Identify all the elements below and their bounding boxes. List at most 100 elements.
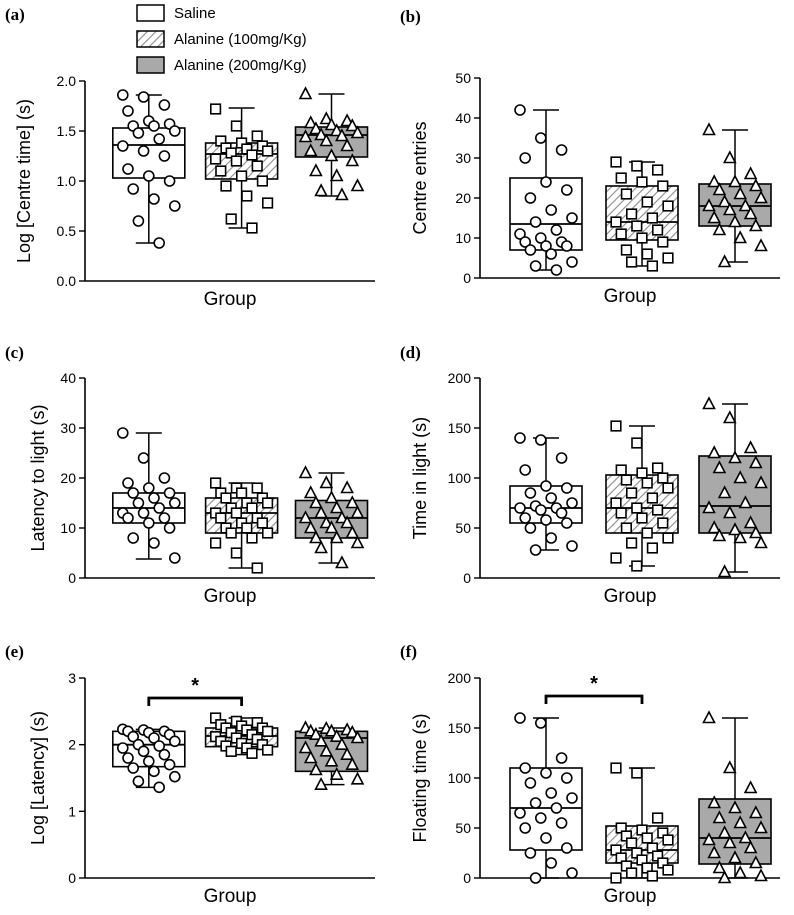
data-point <box>298 465 313 479</box>
y-tick-label: 100 <box>448 470 472 486</box>
data-point <box>158 512 171 524</box>
data-point <box>148 193 160 205</box>
data-point <box>137 91 150 103</box>
data-point <box>662 482 674 494</box>
data-point <box>303 520 318 534</box>
data-point <box>560 482 573 494</box>
data-point <box>631 767 643 779</box>
panel-a: (a) 0.0 0.5 1.0 1.5 2.0 Group Log [Centre time]… <box>5 5 375 310</box>
data-point <box>754 535 768 549</box>
data-point <box>169 552 181 564</box>
x-axis-label: Group <box>604 286 657 307</box>
significance-label: * <box>590 673 598 695</box>
data-point <box>230 120 243 132</box>
data-point <box>754 238 768 252</box>
data-point <box>620 474 632 486</box>
data-point <box>555 752 568 764</box>
data-point <box>261 725 274 737</box>
data-point <box>743 515 758 529</box>
data-point <box>314 776 328 790</box>
data-point <box>236 170 248 182</box>
data-point <box>314 505 328 519</box>
data-point <box>728 214 742 228</box>
y-tick-label: 40 <box>455 110 471 126</box>
data-point <box>324 723 339 737</box>
data-point <box>324 148 339 162</box>
legend-swatch-saline <box>136 4 165 22</box>
data-point <box>631 160 643 172</box>
panel-label: (e) <box>5 642 24 661</box>
data-point <box>514 228 526 240</box>
data-point <box>717 254 732 268</box>
y-tick-label: 0 <box>68 870 76 886</box>
y-tick-label: 50 <box>455 520 471 536</box>
legend-label-alanine-100: Alanine (100mg/Kg) <box>174 31 307 48</box>
data-point <box>707 795 722 809</box>
panel-d: (d) 0 50 100 150 200 Group Time in light (s) <box>400 343 780 607</box>
y-axis-label: Log [Centre time] (s) <box>14 99 34 263</box>
data-point <box>733 815 748 829</box>
legend-item-saline: Saline <box>136 4 216 22</box>
data-point <box>261 744 274 756</box>
data-point <box>335 555 349 569</box>
data-point <box>712 528 727 542</box>
data-point <box>230 547 243 559</box>
data-point <box>350 505 365 519</box>
data-point <box>153 740 165 752</box>
data-point <box>722 505 737 519</box>
data-point <box>519 512 532 524</box>
data-point <box>345 724 360 738</box>
data-point <box>641 527 653 539</box>
legend-item-alanine-100: Alanine (100mg/Kg) <box>136 30 307 48</box>
data-point <box>303 115 318 129</box>
data-point <box>534 132 547 144</box>
data-point <box>210 537 222 549</box>
data-point <box>631 502 643 514</box>
data-point <box>261 527 274 539</box>
data-point <box>319 133 334 147</box>
data-point <box>163 522 176 534</box>
data-point <box>319 743 334 757</box>
data-point <box>540 832 552 844</box>
box-group-alanine-200 <box>294 86 369 201</box>
data-point <box>225 527 237 539</box>
data-point <box>717 825 732 839</box>
data-point <box>137 507 150 519</box>
data-point <box>309 163 323 177</box>
data-point <box>545 492 558 504</box>
data-point <box>738 198 753 212</box>
data-point <box>625 256 638 268</box>
data-point <box>210 477 222 489</box>
box-group-alanine-200 <box>698 122 772 268</box>
data-point <box>514 104 526 116</box>
data-point <box>350 730 365 744</box>
data-point <box>163 758 176 771</box>
data-point <box>728 850 742 864</box>
data-point <box>657 180 669 192</box>
data-point <box>143 482 155 494</box>
data-point <box>153 502 165 514</box>
data-point <box>529 260 542 272</box>
data-point <box>303 485 318 499</box>
data-point <box>728 800 742 814</box>
data-point <box>641 248 653 260</box>
data-point <box>560 772 573 784</box>
data-point <box>514 432 526 444</box>
data-point <box>545 857 558 869</box>
data-point <box>246 502 258 514</box>
data-point <box>153 237 165 249</box>
y-tick-label: 0 <box>68 570 76 586</box>
data-point <box>610 216 622 228</box>
data-point <box>722 760 737 774</box>
data-point <box>340 480 354 494</box>
data-point <box>620 244 632 256</box>
data-point <box>625 537 638 549</box>
data-point <box>148 537 160 549</box>
data-point <box>615 228 627 240</box>
data-point <box>350 535 365 549</box>
significance-label: * <box>191 675 199 697</box>
y-tick-label: 0 <box>463 570 471 586</box>
y-tick-label: 0 <box>463 870 471 886</box>
data-point <box>712 222 727 236</box>
y-tick-label: 10 <box>60 520 76 536</box>
